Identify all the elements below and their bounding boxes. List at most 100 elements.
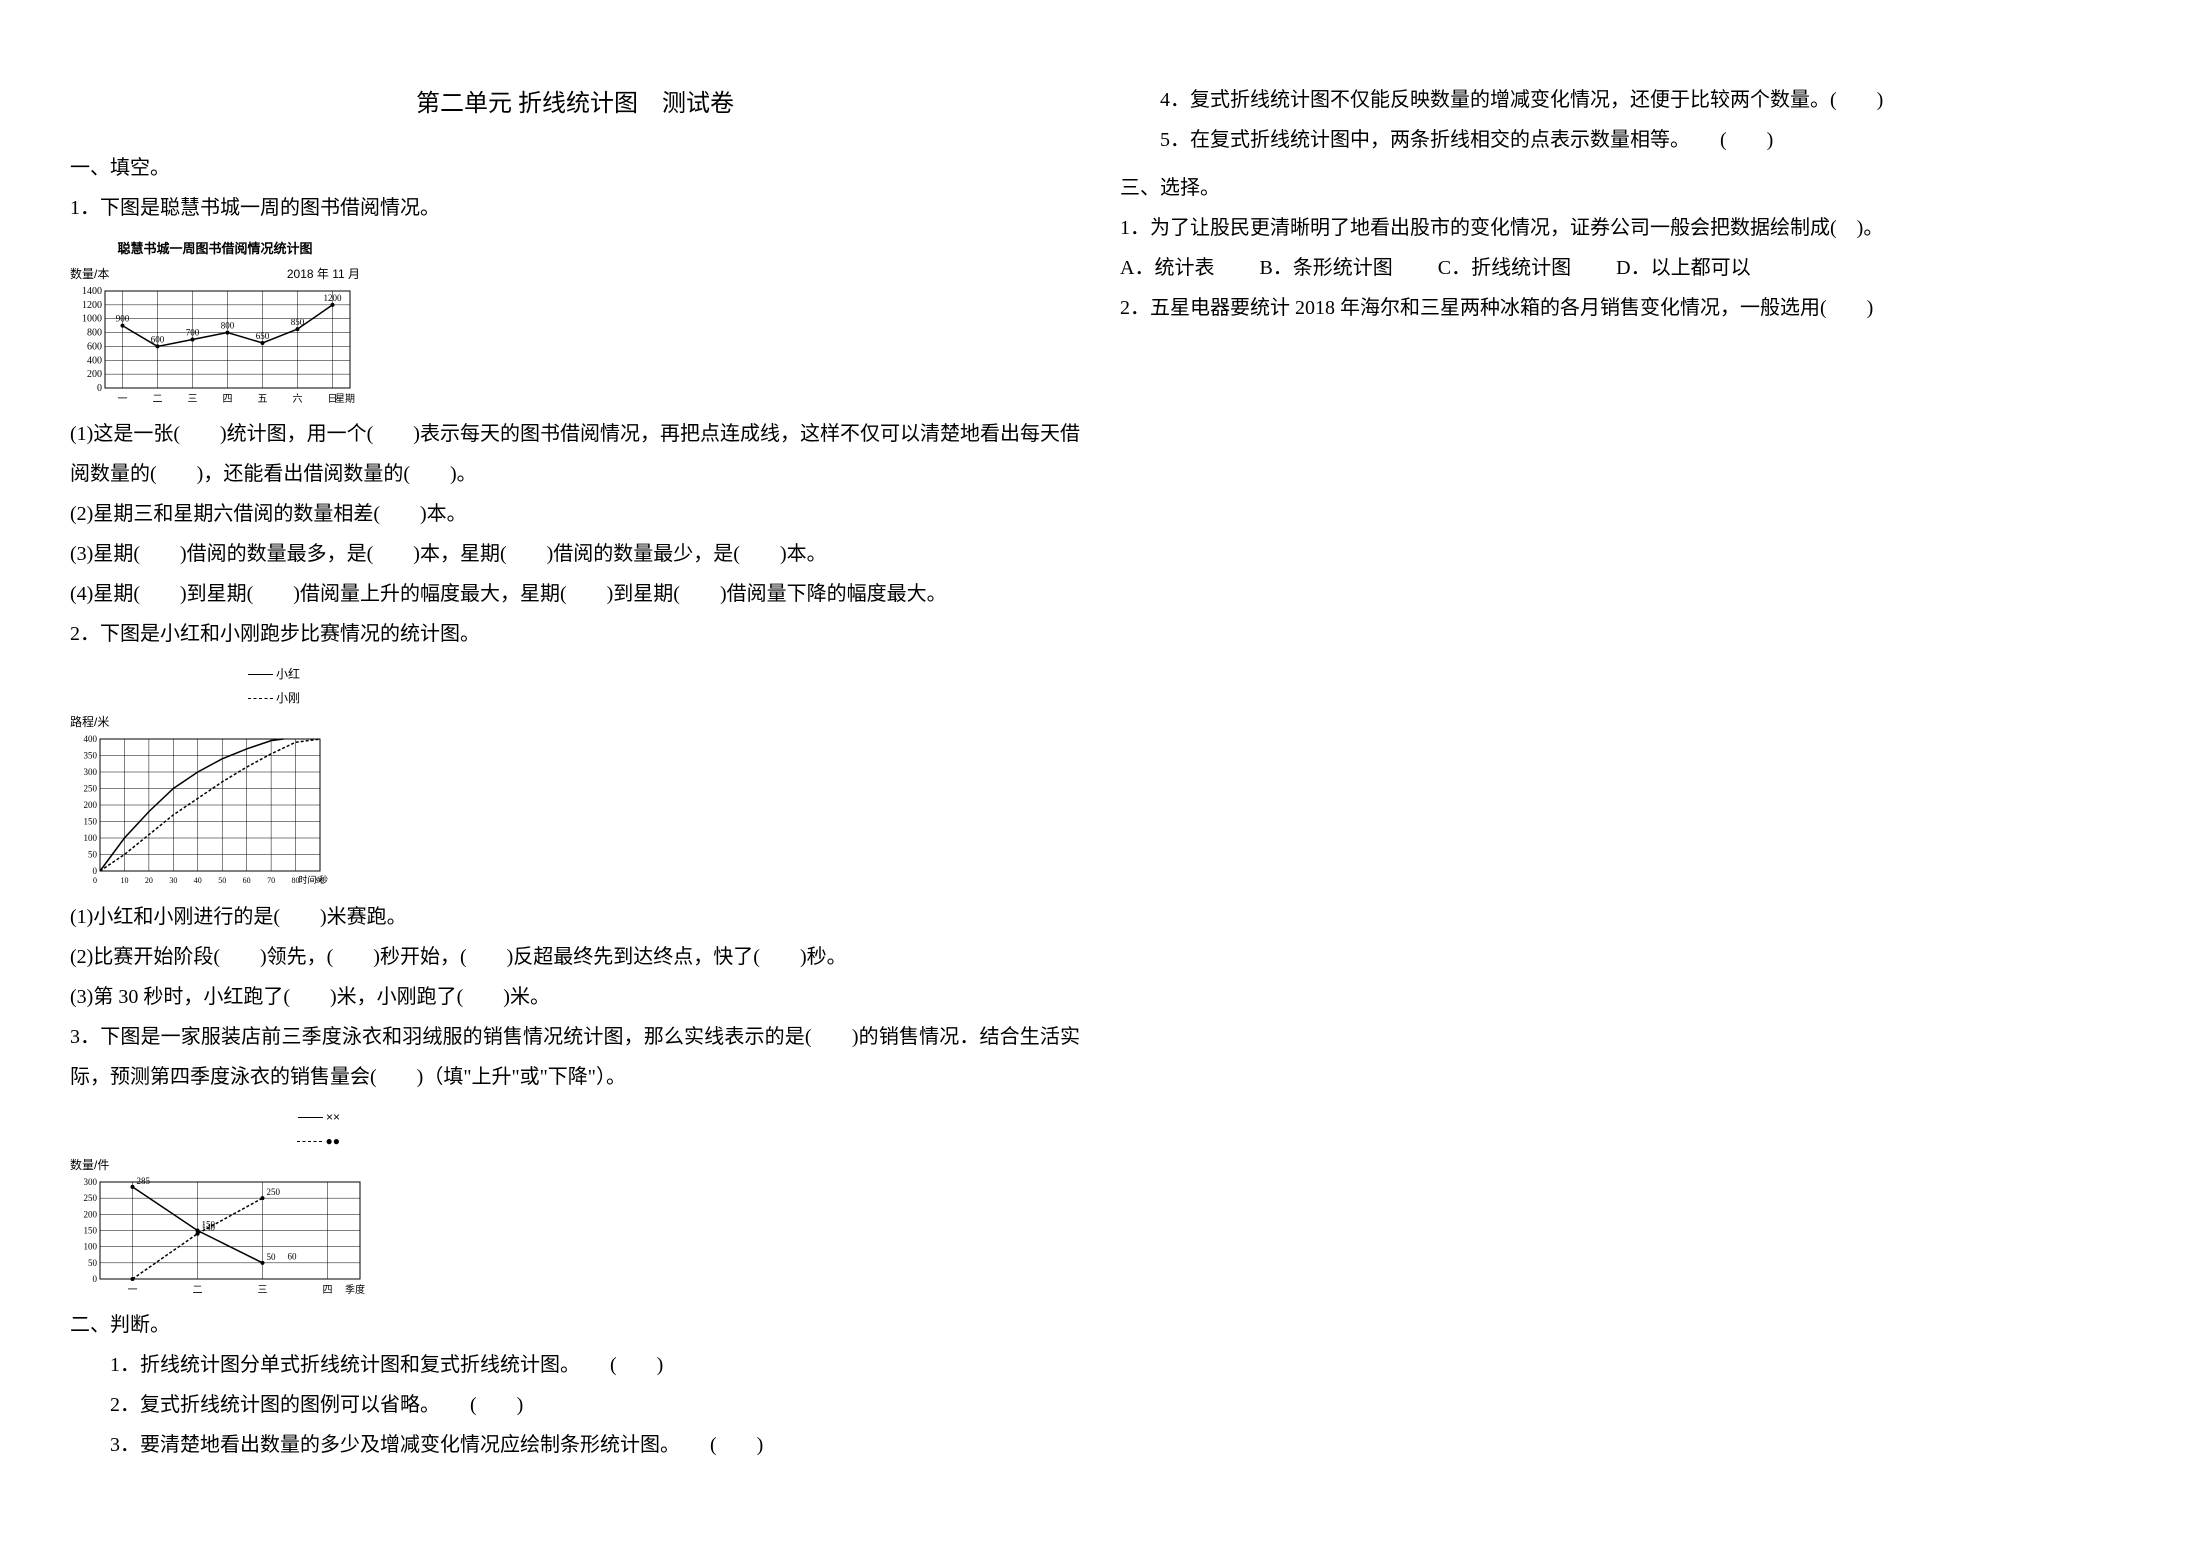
judge-2: 2．复式折线统计图的图例可以省略。 ( ) [70,1385,1080,1425]
section-fill: 一、填空。 [70,148,1080,188]
choice-1-stem: 1．为了让股民更清晰明了地看出股市的变化情况，证券公司一般会把数据绘制成( )。 [1120,208,2130,248]
svg-text:0: 0 [93,866,98,876]
svg-text:800: 800 [221,321,235,331]
svg-text:四: 四 [223,394,233,405]
svg-text:六: 六 [293,393,303,405]
q3-legend-b: ●● [326,1134,341,1148]
q2-legend-b: 小刚 [276,691,300,705]
svg-text:250: 250 [84,784,98,794]
svg-text:350: 350 [84,751,98,761]
choice-1-options: A．统计表 B．条形统计图 C．折线统计图 D．以上都可以 [1120,248,2130,288]
svg-text:20: 20 [145,876,153,885]
svg-text:1000: 1000 [82,314,102,325]
svg-text:250: 250 [84,1193,98,1203]
svg-text:140: 140 [202,1223,216,1233]
svg-text:三: 三 [258,1285,268,1296]
q1-chart-svg: 0200400600800100012001400一二三四五六日星期900600… [70,286,360,406]
judge-1: 1．折线统计图分单式折线统计图和复式折线统计图。 ( ) [70,1345,1080,1385]
svg-text:200: 200 [84,800,98,810]
svg-text:一: 一 [118,394,128,405]
svg-text:50: 50 [88,850,98,860]
q2-legend-a: 小红 [276,667,300,681]
svg-text:三: 三 [188,394,198,405]
svg-text:300: 300 [84,1177,98,1187]
svg-text:650: 650 [256,331,270,341]
svg-text:60: 60 [243,876,251,885]
q3-chart-ylabel: 数量/件 [70,1153,109,1177]
q2-chart: 小红 小刚 路程/米 05010015020025030035040010203… [70,662,330,889]
q3-chart-svg: 050100150200250300一二三四季度2851505014025060 [70,1177,370,1297]
q3-legend: ×× ●● [70,1105,370,1153]
svg-text:1400: 1400 [82,286,102,297]
svg-text:150: 150 [84,817,98,827]
svg-text:1200: 1200 [324,293,343,303]
svg-text:50: 50 [218,876,226,885]
svg-text:700: 700 [186,328,200,338]
section-judge: 二、判断。 [70,1305,1080,1345]
q1-chart-ylabel: 数量/本 [70,262,109,286]
svg-text:0: 0 [93,1274,98,1284]
q1-sub2: (2)星期三和星期六借阅的数量相差( )本。 [70,494,1080,534]
q2-stem: 2．下图是小红和小刚跑步比赛情况的统计图。 [70,614,1080,654]
svg-text:600: 600 [87,341,102,352]
q1-stem: 1．下图是聪慧书城一周的图书借阅情况。 [70,188,1080,228]
svg-text:二: 二 [193,1285,203,1296]
choice-1-d: D．以上都可以 [1616,257,1750,279]
svg-text:900: 900 [116,314,130,324]
svg-text:40: 40 [194,876,202,885]
svg-text:600: 600 [151,334,165,344]
q2-sub2: (2)比赛开始阶段( )领先，( )秒开始，( )反超最终先到达终点，快了( )… [70,937,1080,977]
svg-text:四: 四 [323,1285,333,1296]
q1-chart-title: 聪慧书城一周图书借阅情况统计图 [70,236,360,262]
svg-text:五: 五 [258,394,268,405]
svg-text:0: 0 [93,876,97,885]
svg-text:50: 50 [267,1252,277,1262]
svg-text:二: 二 [153,394,163,405]
svg-text:0: 0 [97,383,102,394]
svg-text:300: 300 [84,767,98,777]
svg-text:60: 60 [288,1252,298,1262]
svg-text:250: 250 [267,1187,281,1197]
q2-legend: 小红 小刚 [70,662,330,710]
q3-stem: 3．下图是一家服装店前三季度泳衣和羽绒服的销售情况统计图，那么实线表示的是( )… [70,1017,1080,1097]
svg-text:1200: 1200 [82,300,102,311]
choice-1-a: A．统计表 [1120,257,1214,279]
page-title: 第二单元 折线统计图 测试卷 [70,80,1080,128]
q2-sub1: (1)小红和小刚进行的是( )米赛跑。 [70,897,1080,937]
svg-text:时间/秒: 时间/秒 [298,874,328,885]
q3-chart: ×× ●● 数量/件 050100150200250300一二三四季度28515… [70,1105,370,1297]
choice-2-stem: 2．五星电器要统计 2018 年海尔和三星两种冰箱的各月销售变化情况，一般选用(… [1120,288,2130,328]
svg-text:800: 800 [87,328,102,339]
svg-text:200: 200 [84,1209,98,1219]
judge-4: 4．复式折线统计图不仅能反映数量的增减变化情况，还便于比较两个数量。( ) [1120,80,2130,120]
q1-sub3: (3)星期( )借阅的数量最多，是( )本，星期( )借阅的数量最少，是( )本… [70,534,1080,574]
svg-text:50: 50 [88,1258,98,1268]
q2-chart-svg: 0501001502002503003504001020304050607080… [70,734,330,889]
svg-text:10: 10 [120,876,128,885]
q2-sub3: (3)第 30 秒时，小红跑了( )米，小刚跑了( )米。 [70,977,1080,1017]
choice-1-b: B．条形统计图 [1259,257,1392,279]
svg-text:100: 100 [84,833,98,843]
svg-text:400: 400 [87,355,102,366]
svg-text:一: 一 [128,1285,138,1296]
judge-3: 3．要清楚地看出数量的多少及增减变化情况应绘制条形统计图。 ( ) [70,1425,1080,1465]
q1-sub1: (1)这是一张( )统计图，用一个( )表示每天的图书借阅情况，再把点连成线，这… [70,414,1080,494]
svg-text:30: 30 [169,876,177,885]
section-choice: 三、选择。 [1120,168,2130,208]
svg-text:星期: 星期 [335,393,355,405]
choice-1-c: C．折线统计图 [1438,257,1571,279]
svg-text:400: 400 [84,734,98,744]
svg-text:200: 200 [87,369,102,380]
q1-sub4: (4)星期( )到星期( )借阅量上升的幅度最大，星期( )到星期( )借阅量下… [70,574,1080,614]
q1-chart: 聪慧书城一周图书借阅情况统计图 数量/本 2018 年 11 月 0 200 400… [70,236,360,406]
svg-text:100: 100 [84,1242,98,1252]
svg-text:850: 850 [291,317,305,327]
svg-text:285: 285 [137,1177,151,1186]
q2-chart-ylabel: 路程/米 [70,710,109,734]
svg-text:季度: 季度 [345,1283,365,1296]
judge-5: 5．在复式折线统计图中，两条折线相交的点表示数量相等。 ( ) [1120,120,2130,160]
svg-text:150: 150 [84,1226,98,1236]
q3-legend-a: ×× [326,1110,340,1124]
q1-chart-date: 2018 年 11 月 [287,262,360,286]
svg-text:70: 70 [267,876,275,885]
